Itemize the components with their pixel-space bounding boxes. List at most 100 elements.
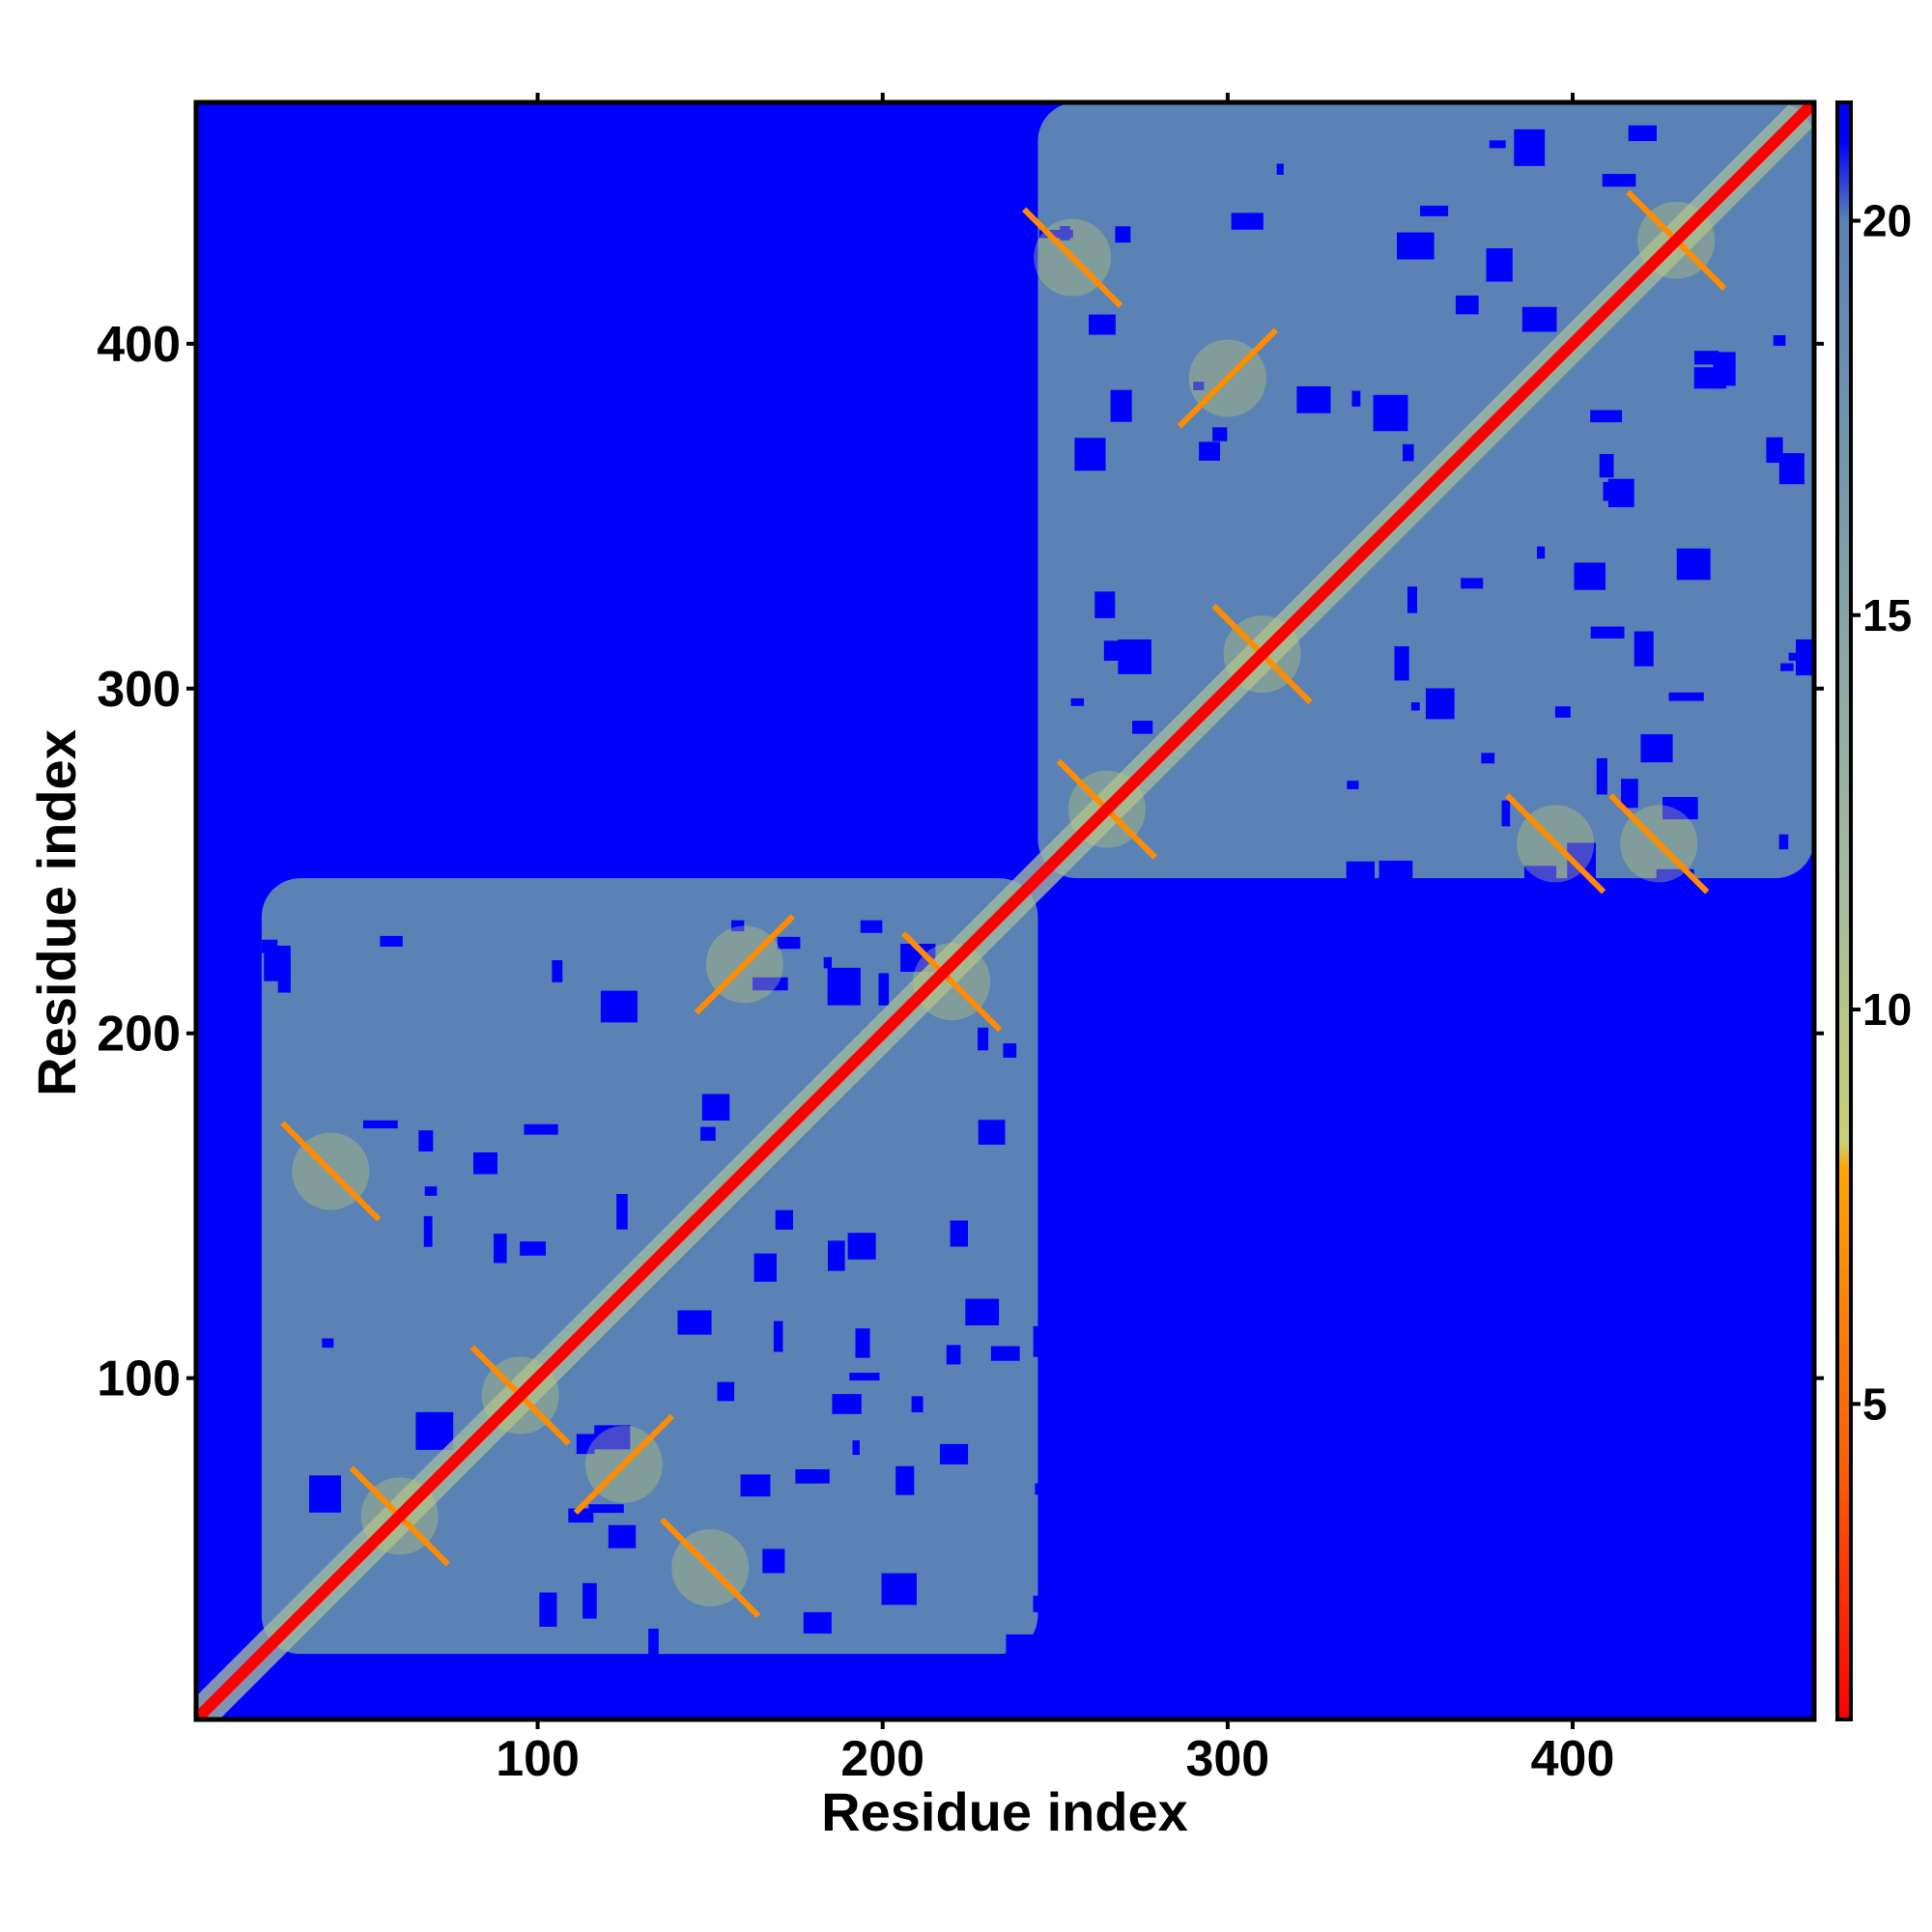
- contact-strand: [660, 1517, 761, 1619]
- no-contact-patch: [775, 1209, 793, 1230]
- no-contact-patch: [1296, 385, 1331, 413]
- y-axis-title: Residue index: [26, 729, 87, 1096]
- no-contact-patch: [1033, 1325, 1062, 1357]
- no-contact-patch: [1038, 229, 1073, 239]
- no-contact-patch: [1461, 578, 1484, 589]
- contact-strand: [901, 931, 1003, 1033]
- no-contact-patch: [1060, 225, 1070, 241]
- contact-strand: [573, 1413, 674, 1515]
- contact-strand: [280, 1121, 382, 1222]
- no-contact-patch: [881, 1573, 917, 1605]
- contact-pattern: [660, 1517, 761, 1619]
- no-contact-patch: [832, 1394, 862, 1414]
- no-contact-patch: [1115, 226, 1131, 243]
- no-contact-patch: [827, 1240, 845, 1271]
- no-contact-patch: [1346, 861, 1376, 896]
- no-contact-patch: [648, 1628, 659, 1664]
- no-contact-patch: [795, 1469, 830, 1484]
- y-tick-label: 200: [97, 1007, 181, 1063]
- no-contact-patch: [309, 1475, 342, 1513]
- no-contact-patch: [1033, 1595, 1053, 1612]
- no-contact-patch: [576, 1434, 595, 1455]
- no-contact-patch: [1693, 351, 1719, 365]
- no-contact-patch: [1035, 1483, 1062, 1495]
- no-contact-patch: [424, 1186, 438, 1196]
- no-contact-patch: [950, 1220, 969, 1247]
- no-contact-patch: [1628, 125, 1658, 142]
- no-contact-patch: [1373, 394, 1408, 432]
- contact-strand: [1608, 793, 1710, 895]
- no-contact-patch: [1778, 834, 1789, 850]
- no-contact-patch: [1070, 697, 1085, 706]
- contact-pattern: [1505, 793, 1606, 895]
- no-contact-patch: [878, 973, 890, 1006]
- no-contact-patch: [493, 1234, 507, 1264]
- no-contact-patch: [946, 1345, 961, 1365]
- contact-pattern: [1022, 207, 1123, 308]
- no-contact-patch: [939, 1443, 969, 1464]
- no-contact-patch: [1212, 427, 1228, 441]
- no-contact-patch: [600, 990, 638, 1023]
- no-contact-patch: [1406, 586, 1418, 613]
- main-diagonal: [196, 102, 1814, 1719]
- no-contact-patch: [701, 1094, 730, 1121]
- no-contact-patch: [978, 1027, 989, 1051]
- colorbar-tick-label: 20: [1862, 195, 1912, 245]
- contact-pattern: [694, 914, 795, 1015]
- no-contact-patch: [1410, 701, 1420, 711]
- no-contact-patch: [1599, 454, 1614, 478]
- no-contact-patch: [777, 936, 801, 950]
- no-contact-patch: [552, 959, 563, 982]
- no-contact-patch: [322, 1338, 334, 1349]
- no-contact-patch: [520, 1241, 546, 1256]
- no-contact-patch: [1766, 437, 1783, 464]
- no-contact-patch: [568, 1508, 594, 1523]
- y-axis: 100 200 300 400: [97, 317, 196, 1407]
- colorbar: 5 10 15 20: [1835, 100, 1912, 1721]
- no-contact-patch: [1514, 128, 1546, 166]
- no-contact-patch: [380, 935, 403, 947]
- no-contact-patch: [616, 1194, 628, 1230]
- no-contact-patch: [911, 1396, 923, 1413]
- no-contact-patch: [1602, 174, 1636, 187]
- x-axis: 100 200 300 400: [496, 1719, 1614, 1787]
- colorbar-ticks: 5 10 15 20: [1851, 195, 1912, 1429]
- no-contact-patch: [1574, 562, 1605, 590]
- y-tick-label: 300: [97, 662, 181, 718]
- no-contact-patch: [1795, 639, 1814, 676]
- no-contact-patch: [1590, 410, 1623, 423]
- no-contact-patch: [1554, 706, 1571, 718]
- contact-pattern: [573, 1413, 674, 1515]
- no-contact-patch: [1662, 797, 1698, 820]
- no-contact-patch: [1110, 389, 1132, 422]
- no-contact-patch: [1276, 163, 1284, 175]
- no-contact-patch: [677, 1310, 712, 1335]
- contact-strand: [1505, 793, 1606, 895]
- plot-frame: [193, 99, 1817, 1722]
- no-contact-patch: [1607, 478, 1634, 508]
- contact-pattern: [1608, 793, 1710, 895]
- contact-pattern: [1177, 327, 1278, 429]
- y-tick-label: 100: [97, 1351, 181, 1407]
- no-contact-patch: [1402, 443, 1414, 462]
- no-contact-patch: [1486, 248, 1513, 282]
- no-contact-patch: [418, 1130, 434, 1151]
- no-contact-patch: [1193, 382, 1205, 390]
- colorbar-tick-label: 10: [1862, 984, 1912, 1035]
- no-contact-patch: [1668, 692, 1704, 701]
- no-contact-patch: [1501, 800, 1511, 827]
- no-contact-patch: [582, 1582, 597, 1619]
- no-contact-patch: [1006, 1634, 1037, 1661]
- colorbar-scale: [1835, 100, 1853, 1721]
- contact-strand: [694, 914, 795, 1015]
- no-contact-patch: [773, 1321, 783, 1352]
- no-contact-patch: [849, 1373, 880, 1381]
- no-contact-patch: [1621, 779, 1638, 809]
- no-contact-patch: [423, 1215, 433, 1247]
- no-contact-patch: [990, 1346, 1020, 1361]
- no-contact-patch: [860, 920, 883, 933]
- no-contact-patch: [1003, 1043, 1017, 1058]
- no-contact-patch: [1103, 640, 1130, 661]
- no-contact-patch: [362, 1120, 398, 1129]
- x-tick-label: 200: [840, 1731, 924, 1787]
